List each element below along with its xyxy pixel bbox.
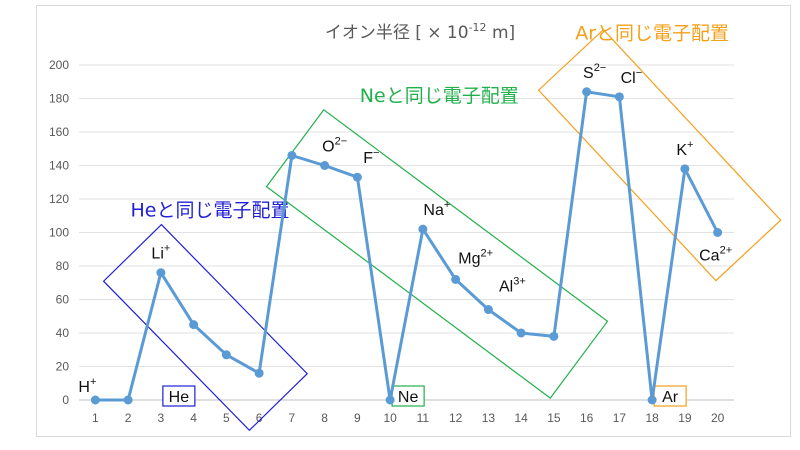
group-box-ne: [265, 108, 609, 399]
data-point-11: [418, 224, 428, 234]
noble-gas-label-he: He: [169, 389, 190, 406]
group-box-he: [102, 223, 309, 432]
chart-frame: [36, 5, 791, 437]
gridlines: [79, 64, 734, 401]
series-ionic-radius: [90, 87, 723, 405]
data-point-3: [156, 268, 166, 278]
group-box-ar: [537, 28, 782, 282]
y-tick-label-180: 180: [49, 92, 69, 106]
ion-label-na: Na+: [423, 199, 450, 219]
ion-label-h: H+: [78, 376, 96, 396]
data-point-17: [614, 92, 624, 102]
data-point-7: [287, 150, 297, 160]
x-tick-label-15: 15: [547, 411, 561, 425]
data-point-4: [189, 320, 199, 330]
x-tick-label-16: 16: [580, 411, 594, 425]
ion-label-mg: Mg2+: [458, 247, 493, 267]
x-tick-label-1: 1: [92, 411, 99, 425]
data-point-14: [516, 328, 526, 338]
data-point-12: [451, 274, 461, 284]
data-point-20: [713, 228, 723, 237]
y-tick-label-100: 100: [49, 226, 69, 240]
data-point-5: [221, 350, 231, 360]
group-label-ar: Arと同じ電子配置: [575, 23, 729, 45]
x-tick-label-18: 18: [645, 411, 659, 425]
x-tick-label-9: 9: [354, 411, 361, 425]
group-label-ne: Neと同じ電子配置: [360, 85, 519, 107]
x-tick-label-3: 3: [158, 411, 165, 425]
ion-label-s: S2−: [583, 62, 606, 82]
x-tick-label-2: 2: [125, 411, 132, 425]
x-tick-label-14: 14: [514, 411, 528, 425]
x-tick-label-10: 10: [383, 411, 397, 425]
noble-gas-box-he: [162, 385, 196, 407]
y-tick-label-200: 200: [49, 58, 69, 72]
group-boxes: Heと同じ電子配置 He Neと同じ電子配置 Ne Arと同じ電子配置 Ar: [102, 23, 782, 432]
noble-gas-label-ar: Ar: [662, 389, 679, 406]
data-point-6: [254, 368, 264, 378]
ion-label-k: K+: [676, 139, 693, 159]
x-tick-label-20: 20: [711, 411, 725, 425]
data-point-8: [320, 161, 330, 170]
data-point-2: [123, 395, 133, 405]
x-tick-label-12: 12: [449, 411, 463, 425]
ion-label-al: Al3+: [499, 276, 526, 296]
y-tick-label-40: 40: [56, 326, 70, 340]
ion-label-cl: Cl−: [621, 67, 643, 87]
y-tick-label-80: 80: [56, 259, 70, 273]
data-point-1: [90, 395, 100, 405]
ion-label-li: Li+: [151, 243, 170, 263]
x-tick-label-17: 17: [613, 411, 627, 425]
x-tick-label-7: 7: [289, 411, 296, 425]
x-tick-label-8: 8: [321, 411, 328, 425]
x-tick-label-11: 11: [417, 411, 430, 425]
data-point-10: [385, 395, 395, 405]
data-point-15: [549, 331, 559, 341]
group-label-he: Heと同じ電子配置: [131, 200, 290, 222]
ion-label-o: O2−: [322, 136, 347, 156]
x-tick-label-6: 6: [256, 411, 263, 425]
x-tick-label-4: 4: [190, 411, 197, 425]
chart-title: イオン半径 [ × 10-12 m]: [325, 21, 515, 43]
data-point-18: [647, 395, 657, 405]
y-axis-tick-labels: 0 20 40 60 80 100 120 140 160 180 200: [49, 58, 69, 407]
y-tick-label-60: 60: [56, 293, 70, 307]
x-axis-tick-labels: 1 2 3 4 5 6 7 8 9 10 11 12 13 14 15 16 17 18 19 20: [92, 411, 725, 425]
y-tick-label-140: 140: [49, 159, 69, 173]
y-tick-label-120: 120: [49, 192, 69, 206]
series-line: [95, 90, 719, 402]
y-tick-label-0: 0: [62, 393, 69, 407]
data-point-9: [352, 172, 362, 182]
ion-label-ca: Ca2+: [699, 245, 732, 265]
x-tick-label-13: 13: [482, 411, 496, 425]
noble-gas-label-ne: Ne: [398, 389, 419, 406]
y-tick-label-20: 20: [56, 360, 70, 374]
data-point-19: [680, 164, 690, 174]
x-tick-label-5: 5: [223, 411, 230, 425]
y-tick-label-160: 160: [49, 125, 69, 139]
data-point-13: [483, 305, 493, 315]
data-point-16: [582, 87, 592, 97]
x-tick-label-19: 19: [678, 411, 692, 425]
ion-label-f: F−: [363, 147, 379, 167]
